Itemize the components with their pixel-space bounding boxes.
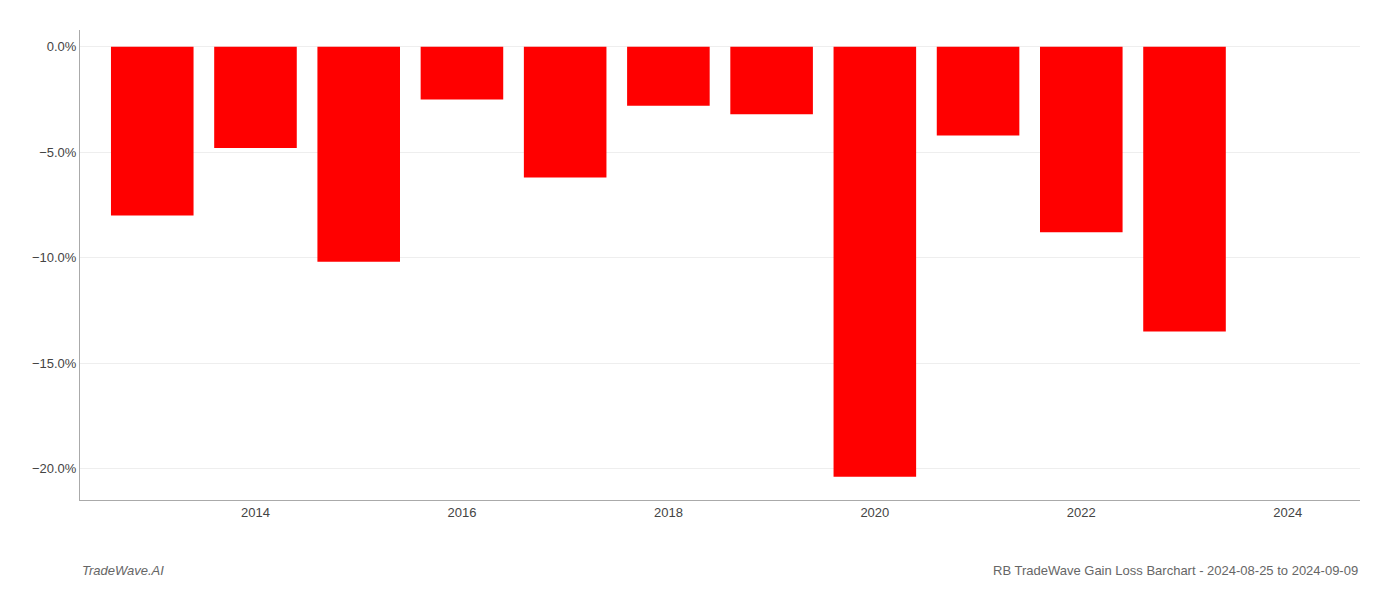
svg-text:2024: 2024 [1273, 505, 1302, 520]
svg-text:2018: 2018 [654, 505, 683, 520]
svg-text:2014: 2014 [241, 505, 270, 520]
svg-text:TradeWave.AI: TradeWave.AI [82, 563, 164, 578]
svg-text:−10.0%: −10.0% [32, 250, 77, 265]
svg-text:0.0%: 0.0% [47, 39, 77, 54]
svg-text:2022: 2022 [1067, 505, 1096, 520]
svg-text:RB TradeWave Gain Loss Barchar: RB TradeWave Gain Loss Barchart - 2024-0… [993, 563, 1358, 578]
svg-text:2016: 2016 [447, 505, 476, 520]
svg-text:−15.0%: −15.0% [32, 356, 77, 371]
svg-text:2020: 2020 [860, 505, 889, 520]
svg-text:−20.0%: −20.0% [32, 461, 77, 476]
svg-text:−5.0%: −5.0% [39, 145, 77, 160]
